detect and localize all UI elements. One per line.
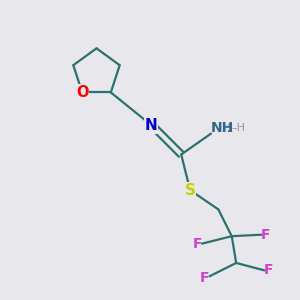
Text: S: S (184, 183, 196, 198)
Text: N: N (145, 118, 157, 133)
Text: F: F (200, 271, 210, 285)
Text: –H: –H (231, 123, 245, 133)
Text: F: F (193, 237, 202, 250)
Text: F: F (264, 263, 274, 278)
Text: NH: NH (211, 121, 234, 135)
Text: F: F (261, 228, 271, 242)
Text: 2: 2 (226, 124, 232, 134)
Text: O: O (76, 85, 88, 100)
